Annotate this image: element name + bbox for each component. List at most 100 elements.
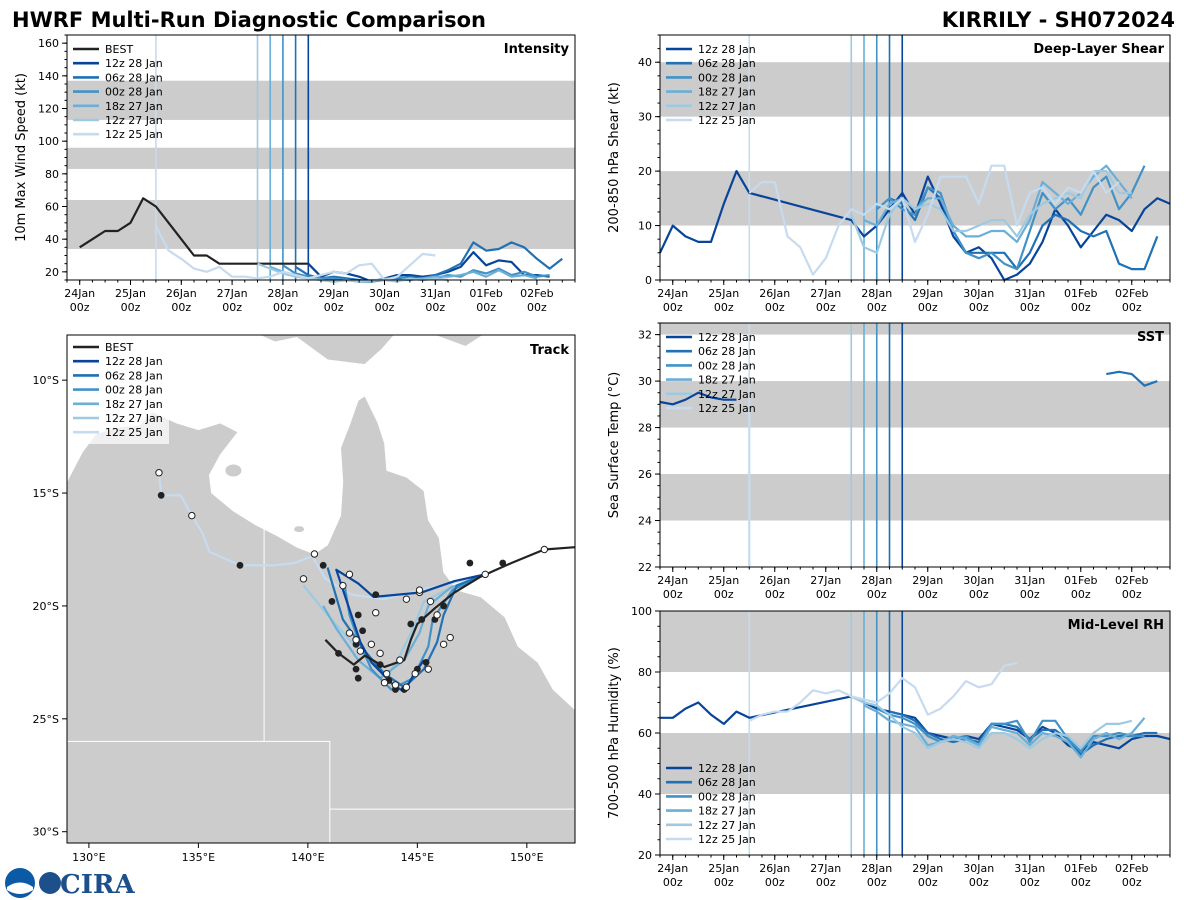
intensity-xtick-label: 26Jan — [166, 287, 197, 300]
rh-series-line — [850, 695, 1133, 750]
track-marker-00z — [499, 559, 507, 567]
intensity-ytick-label: 120 — [38, 103, 59, 116]
track-marker-12z — [345, 629, 354, 637]
track-marker-12z — [367, 640, 376, 649]
storm-id-title: KIRRILY - SH072024 — [942, 8, 1175, 32]
australia-land — [67, 395, 575, 843]
track-marker-12z — [339, 581, 347, 590]
shear-ytick-label: 40 — [638, 56, 652, 69]
panels-group: 2040608010012014016024Jan00z25Jan00z26Ja… — [14, 34, 1171, 889]
track-marker-12z — [155, 469, 163, 477]
globe-icon — [39, 872, 61, 894]
shear-legend-label: 06z 28 Jan — [698, 57, 756, 70]
rh-xtick-label: 31Jan — [1014, 862, 1045, 875]
shear-xtick-label: 24Jan — [657, 287, 688, 300]
track-marker-12z — [310, 550, 319, 558]
sst-legend-label: 12z 28 Jan — [698, 331, 756, 344]
sst-xtick-sublabel: 00z — [816, 588, 836, 601]
track-marker-00z — [236, 561, 244, 569]
sst-xtick-sublabel: 00z — [1122, 588, 1142, 601]
rh-xtick-sublabel: 00z — [867, 876, 887, 889]
intensity-series-line — [79, 197, 309, 265]
track-marker-00z — [418, 616, 426, 623]
track-marker-00z — [422, 658, 430, 666]
shear-legend-label: 12z 27 Jan — [698, 100, 756, 113]
rh-series-line — [863, 704, 1146, 759]
shear-xtick-sublabel: 00z — [816, 301, 836, 314]
intensity-legend-label: 18z 27 Jan — [105, 100, 163, 113]
intensity-xtick-label: 01Feb — [469, 287, 502, 300]
track-marker-12z — [391, 681, 400, 689]
intensity-panel: 2040608010012014016024Jan00z25Jan00z26Ja… — [14, 34, 576, 314]
sst-xtick-label: 02Feb — [1115, 574, 1148, 587]
track-marker-12z — [352, 636, 360, 644]
mornington-island — [294, 526, 305, 533]
shear-ylabel: 200-850 hPa Shear (kt) — [607, 82, 622, 233]
track-marker-12z — [540, 545, 549, 554]
intensity-xtick-sublabel: 00z — [527, 301, 547, 314]
intensity-xtick-sublabel: 00z — [273, 301, 293, 314]
intensity-ytick-label: 100 — [38, 135, 59, 148]
track-xtick-label: 145°E — [401, 851, 434, 864]
shear-ytick-label: 0 — [645, 274, 652, 287]
intensity-xtick-sublabel: 00z — [171, 301, 191, 314]
sst-legend-label: 12z 27 Jan — [698, 388, 756, 401]
track-marker-00z — [372, 591, 380, 599]
track-marker-00z — [407, 620, 415, 628]
intensity-threshold-band — [67, 199, 575, 249]
track-marker-12z — [424, 665, 432, 673]
intensity-xtick-label: 28Jan — [267, 287, 298, 300]
shear-xtick-sublabel: 00z — [969, 301, 989, 314]
rh-panel-title: Mid-Level RH — [1068, 618, 1164, 633]
sst-xtick-sublabel: 00z — [714, 588, 734, 601]
track-marker-00z — [319, 561, 327, 569]
track-marker-12z — [299, 575, 308, 583]
track-marker-12z — [402, 595, 411, 603]
rh-legend-label: 06z 28 Jan — [698, 776, 756, 789]
intensity-xtick-label: 30Jan — [369, 287, 400, 300]
shear-xtick-label: 30Jan — [963, 287, 994, 300]
intensity-xtick-sublabel: 00z — [425, 301, 445, 314]
intensity-ytick-label: 40 — [45, 233, 59, 246]
sst-xtick-label: 01Feb — [1064, 574, 1097, 587]
cira-logo: CIRA — [5, 868, 135, 900]
track-legend-label: BEST — [105, 341, 133, 354]
rh-xtick-label: 01Feb — [1064, 862, 1097, 875]
shear-legend-label: 12z 28 Jan — [698, 43, 756, 56]
intensity-xtick-label: 24Jan — [64, 287, 95, 300]
track-marker-12z — [439, 640, 448, 649]
rh-ytick-label: 40 — [638, 788, 652, 801]
noaa-logo-wave — [7, 882, 33, 894]
shear-ytick-label: 10 — [638, 220, 652, 233]
sst-xtick-label: 30Jan — [963, 574, 994, 587]
track-marker-12z — [415, 586, 424, 594]
sst-xtick-label: 27Jan — [810, 574, 841, 587]
sst-ytick-label: 24 — [638, 515, 652, 528]
shear-xtick-label: 31Jan — [1014, 287, 1045, 300]
rh-xtick-label: 25Jan — [708, 862, 739, 875]
track-marker-12z — [426, 597, 435, 606]
intensity-xtick-label: 02Feb — [520, 287, 553, 300]
track-legend-label: 06z 28 Jan — [105, 369, 163, 382]
intensity-legend-label: 00z 28 Jan — [105, 86, 163, 99]
shear-legend-label: 18z 27 Jan — [698, 86, 756, 99]
intensity-legend-label: BEST — [105, 43, 133, 56]
rh-ytick-label: 80 — [638, 666, 652, 679]
sst-xtick-sublabel: 00z — [969, 588, 989, 601]
rh-legend-label: 00z 28 Jan — [698, 790, 756, 803]
shear-ytick-label: 30 — [638, 111, 652, 124]
intensity-xtick-sublabel: 00z — [324, 301, 344, 314]
track-xtick-label: 130°E — [72, 851, 105, 864]
track-ytick-label: 10°S — [33, 374, 59, 387]
track-xtick-label: 135°E — [182, 851, 215, 864]
track-marker-12z — [382, 669, 391, 678]
track-marker-00z — [466, 559, 474, 567]
sst-legend-label: 18z 27 Jan — [698, 374, 756, 387]
intensity-threshold-band — [67, 80, 575, 120]
intensity-xtick-sublabel: 00z — [476, 301, 496, 314]
track-ytick-label: 25°S — [33, 713, 59, 726]
track-marker-12z — [411, 669, 419, 678]
intensity-ytick-label: 60 — [45, 201, 59, 214]
intensity-legend-label: 12z 25 Jan — [105, 128, 163, 141]
intensity-ylabel: 10m Max Wind Speed (kt) — [14, 73, 29, 242]
